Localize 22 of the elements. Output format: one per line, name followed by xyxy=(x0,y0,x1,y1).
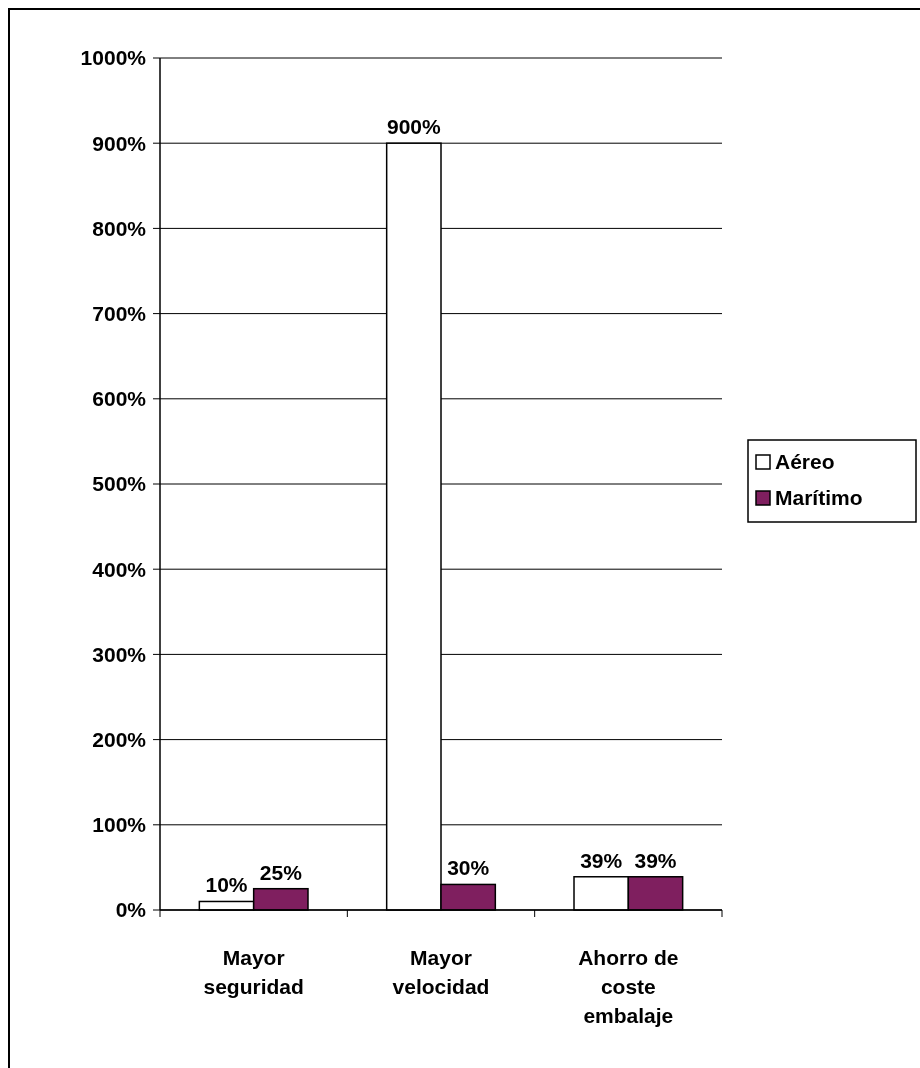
y-tick-label: 1000% xyxy=(80,46,147,70)
x-tick-label: Ahorro de coste embalaje xyxy=(578,946,679,1027)
data-label: 30% xyxy=(447,856,490,880)
data-label: 10% xyxy=(205,873,248,897)
data-label: 900% xyxy=(386,115,442,139)
x-tick-label: Mayor seguridad xyxy=(203,946,304,998)
data-label: 39% xyxy=(634,848,677,872)
y-tick-label: 900% xyxy=(92,131,147,155)
y-tick-label: 700% xyxy=(92,301,147,325)
data-label: 25% xyxy=(259,860,303,884)
y-tick-label: 0% xyxy=(115,898,147,922)
y-tick-label: 200% xyxy=(92,727,147,751)
y-tick-label: 600% xyxy=(92,387,147,411)
x-tick-label: Mayor velocidad xyxy=(392,946,490,998)
y-tick-label: 800% xyxy=(92,216,147,240)
y-tick-label: 500% xyxy=(92,472,147,496)
y-tick-label: 400% xyxy=(92,557,147,581)
legend-label: Marítimo xyxy=(775,486,863,510)
data-label: 39% xyxy=(580,848,623,872)
y-tick-label: 100% xyxy=(92,813,147,837)
legend-label: Aéreo xyxy=(775,450,835,474)
y-tick-label: 300% xyxy=(92,642,147,666)
